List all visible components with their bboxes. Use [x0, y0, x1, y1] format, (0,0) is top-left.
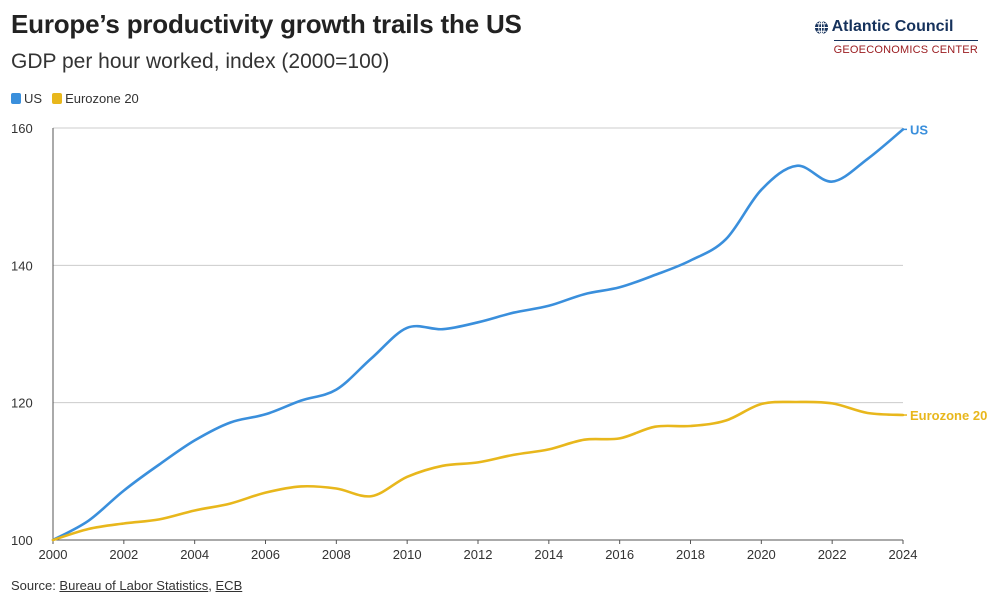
y-tick-labels: 100 120 140 160 [11, 121, 33, 548]
legend: US Eurozone 20 [11, 91, 149, 106]
x-tick-label: 2002 [109, 547, 138, 562]
y-tick-label: 100 [11, 533, 33, 548]
end-labels: US Eurozone 20 [903, 122, 987, 423]
x-tick-labels: 2000 2002 2004 2006 2008 2010 2012 2014 2016 2018… [39, 540, 918, 562]
x-tick-label: 2022 [818, 547, 847, 562]
source-note: Source: Bureau of Labor Statistics, ECB [11, 578, 242, 593]
x-tick-label: 2000 [39, 547, 68, 562]
x-tick-label: 2020 [747, 547, 776, 562]
brand-divider [833, 40, 978, 41]
source-link-ecb[interactable]: ECB [215, 578, 243, 593]
x-tick-label: 2006 [251, 547, 280, 562]
y-tick-label: 120 [11, 396, 33, 411]
brand-logo[interactable]: Atlantic Council GEOECONOMICS CENTER [814, 18, 978, 56]
legend-label-us: US [24, 91, 43, 106]
source-separator: , [208, 578, 216, 593]
x-tick-label: 2012 [464, 547, 493, 562]
source-link-bls[interactable]: Bureau of Labor Statistics [59, 578, 209, 593]
x-tick-label: 2024 [889, 547, 918, 562]
chart-subtitle: GDP per hour worked, index (2000=100) [11, 50, 390, 73]
series-line-eurozone [51, 400, 905, 542]
brand-name: Atlantic Council [831, 18, 954, 35]
legend-label-eurozone: Eurozone 20 [65, 91, 139, 106]
y-tick-label: 140 [11, 258, 33, 273]
x-tick-label: 2008 [322, 547, 351, 562]
legend-item-eurozone[interactable]: Eurozone 20 [52, 91, 139, 106]
legend-swatch-eurozone [52, 93, 63, 104]
series-line-us [51, 128, 905, 542]
chart-title: Europe’s productivity growth trails the … [11, 9, 522, 39]
x-tick-label: 2004 [180, 547, 209, 562]
end-label-us: US [910, 122, 928, 137]
legend-item-us[interactable]: US [11, 91, 42, 106]
x-tick-label: 2018 [676, 547, 705, 562]
end-label-eurozone: Eurozone 20 [910, 408, 987, 423]
series-lines [51, 128, 905, 542]
x-tick-label: 2016 [605, 547, 634, 562]
x-tick-label: 2014 [534, 547, 563, 562]
brand-center: GEOECONOMICS CENTER [833, 44, 978, 56]
x-tick-label: 2010 [393, 547, 422, 562]
legend-swatch-us [11, 93, 21, 104]
globe-icon [814, 19, 828, 35]
y-tick-label: 160 [11, 121, 33, 136]
grid-lines [53, 127, 903, 404]
source-prefix: Source: [11, 578, 60, 593]
